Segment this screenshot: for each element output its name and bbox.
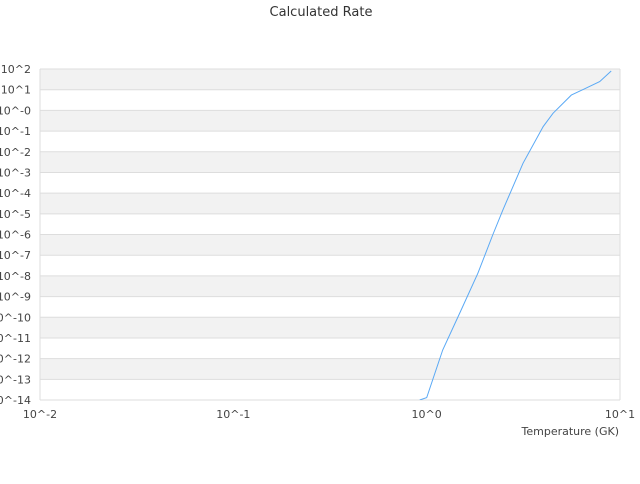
grid-band bbox=[40, 275, 620, 297]
grid-band bbox=[40, 213, 620, 235]
grid-band bbox=[40, 234, 620, 256]
grid-band bbox=[40, 69, 620, 90]
y-tick-label: 10^1 bbox=[1, 84, 31, 97]
y-tick-label: 10^-0 bbox=[0, 104, 31, 117]
chart-title: Calculated Rate bbox=[270, 5, 373, 20]
grid-band bbox=[40, 89, 620, 111]
y-tick-label: 10^-14 bbox=[0, 394, 31, 407]
grid-band bbox=[40, 379, 620, 400]
y-tick-label: 10^-9 bbox=[0, 291, 31, 304]
grid-band bbox=[40, 151, 620, 173]
x-tick-label: 10^1 bbox=[605, 408, 635, 421]
y-tick-label: 10^-10 bbox=[0, 311, 31, 324]
y-tick-label: 10^-5 bbox=[0, 208, 31, 221]
x-tick-label: 10^-1 bbox=[216, 408, 250, 421]
y-tick-label: 10^-3 bbox=[0, 166, 31, 179]
grid-band bbox=[40, 172, 620, 194]
y-tick-label: 10^-2 bbox=[0, 146, 31, 159]
y-tick-label: 10^-8 bbox=[0, 270, 31, 283]
x-tick-label: 10^0 bbox=[412, 408, 442, 421]
y-tick-label: 10^2 bbox=[1, 63, 31, 76]
grid-band bbox=[40, 317, 620, 338]
y-tick-label: 10^-13 bbox=[0, 373, 31, 386]
x-tick-label: 10^-2 bbox=[23, 408, 57, 421]
grid-band bbox=[40, 193, 620, 214]
x-axis-label: Temperature (GK) bbox=[521, 425, 620, 438]
y-tick-label: 10^-6 bbox=[0, 229, 31, 242]
y-tick-label: 10^-12 bbox=[0, 353, 31, 366]
grid-band bbox=[40, 110, 620, 132]
grid-band bbox=[40, 337, 620, 359]
y-tick-label: 10^-11 bbox=[0, 332, 31, 345]
grid-band bbox=[40, 131, 620, 152]
y-tick-label: 10^-4 bbox=[0, 187, 31, 200]
rate-series-line bbox=[419, 70, 612, 400]
grid-band bbox=[40, 255, 620, 276]
y-tick-label: 10^-7 bbox=[0, 249, 31, 262]
y-tick-label: 10^-1 bbox=[0, 125, 31, 138]
grid-band bbox=[40, 358, 620, 380]
grid-band bbox=[40, 296, 620, 318]
